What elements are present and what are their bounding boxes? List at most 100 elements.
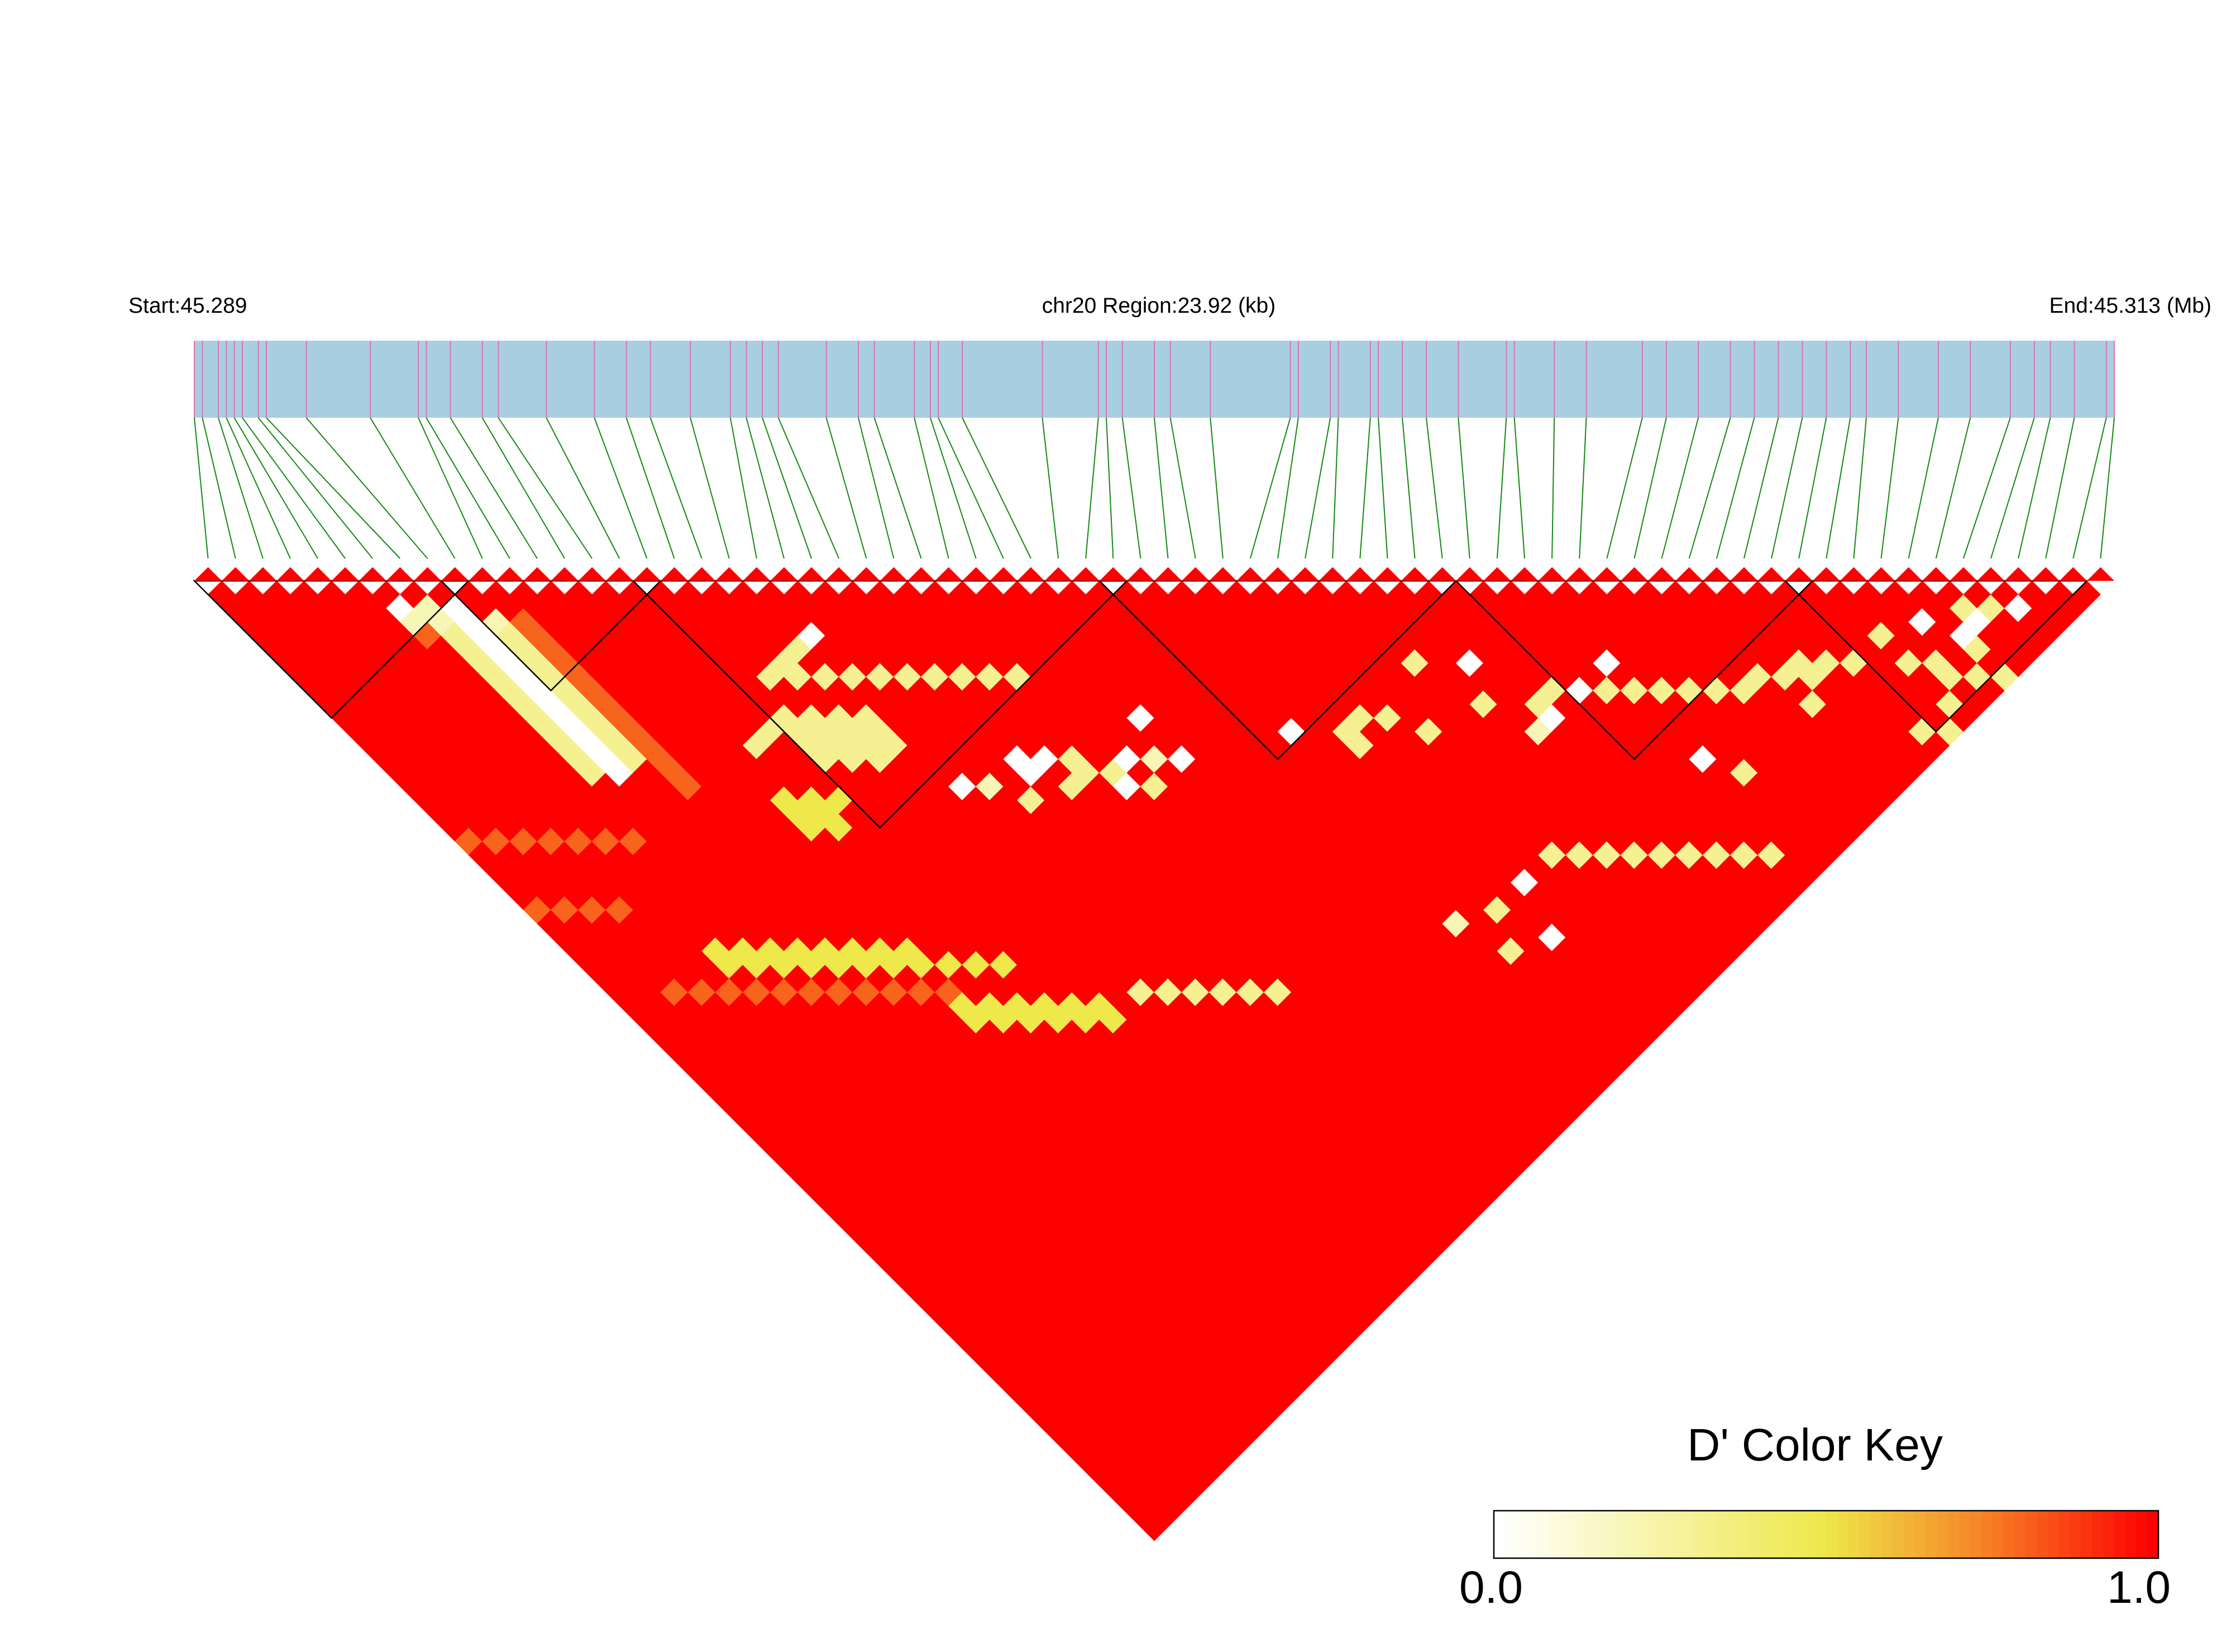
snp-connector (1085, 417, 1099, 559)
snp-marker (825, 567, 853, 581)
snp-connector (1458, 417, 1470, 559)
snp-connector (233, 417, 318, 559)
snp-marker (1401, 567, 1429, 581)
snp-marker (578, 567, 606, 581)
color-key-max-label: 1.0 (2107, 1562, 2171, 1613)
color-key-segment (1781, 1511, 1794, 1558)
snp-connector (962, 417, 1031, 559)
color-key-min-label: 0.0 (1459, 1562, 1523, 1613)
snp-connector (194, 417, 209, 559)
color-key-segment (1571, 1511, 1583, 1558)
snp-marker (797, 567, 825, 581)
snp-marker (660, 567, 689, 581)
color-key-bar (1493, 1510, 2160, 1559)
color-key-segment (1826, 1511, 1838, 1558)
snp-connector (257, 417, 374, 559)
snp-marker (688, 567, 716, 581)
snp-connector (1513, 417, 1526, 559)
snp-marker (1867, 567, 1895, 581)
color-key-segment (2081, 1511, 2093, 1558)
snp-connector (426, 417, 510, 559)
snp-marker (880, 567, 907, 581)
snp-connector (1106, 417, 1114, 559)
snp-connector (1716, 417, 1755, 559)
snp-connector (1990, 417, 2035, 559)
snp-connector (1935, 417, 1971, 559)
header-labels: Start:45.289 chr20 Region:23.92 (kb) End… (128, 294, 2211, 318)
snp-marker (1072, 567, 1100, 581)
color-key-segment (2003, 1511, 2015, 1558)
region-label: chr20 Region:23.92 (kb) (1042, 294, 1275, 318)
snp-marker (962, 567, 990, 581)
color-key-segment (1903, 1511, 1915, 1558)
snp-connector (1633, 417, 1667, 559)
snp-connector (242, 417, 346, 559)
color-key-segment (2014, 1511, 2026, 1558)
snp-connector (218, 417, 264, 559)
snp-connector (1210, 417, 1224, 559)
color-key-segment (1704, 1511, 1716, 1558)
snp-connector (1277, 417, 1299, 559)
snp-marker (1785, 567, 1813, 581)
snp-marker (1044, 567, 1072, 581)
genomic-track (194, 341, 2115, 418)
snp-connector (1579, 417, 1587, 559)
color-key-segment (1616, 1511, 1627, 1558)
color-key-segment (1970, 1511, 1982, 1558)
color-key-segment (2036, 1511, 2048, 1558)
color-key-segment (1726, 1511, 1738, 1558)
snp-marker (222, 567, 250, 581)
color-key-segment (1494, 1511, 1506, 1558)
snp-connector (929, 417, 977, 559)
snp-connector (1154, 417, 1169, 559)
snp-marker (2004, 567, 2032, 581)
snp-marker (1182, 567, 1210, 581)
snp-marker (1126, 567, 1154, 581)
snp-marker (469, 567, 496, 581)
color-key-segment (1870, 1511, 1883, 1558)
color-key-segment (1737, 1511, 1750, 1558)
snp-connector (2045, 417, 2075, 559)
snp-connector (777, 417, 840, 559)
snp-marker (1456, 567, 1484, 581)
snp-marker (1209, 567, 1237, 581)
snp-connector (1743, 417, 1779, 559)
snp-marker (907, 567, 935, 581)
color-key: D' Color Key 0.0 1.0 (1459, 1420, 2171, 1613)
color-key-segment (1649, 1511, 1661, 1558)
snp-marker (2059, 567, 2087, 581)
color-key-segment (1815, 1511, 1827, 1558)
snp-marker (1675, 567, 1703, 581)
snp-marker (2032, 567, 2060, 581)
snp-marker (1291, 567, 1319, 581)
snp-connector (1551, 417, 1555, 559)
color-key-segment (1760, 1511, 1771, 1558)
color-key-segment (1682, 1511, 1694, 1558)
snp-connector (370, 417, 456, 559)
color-key-segment (1516, 1511, 1528, 1558)
snp-connector (1359, 417, 1371, 559)
snp-marker (386, 567, 414, 581)
color-key-segment (1837, 1511, 1849, 1558)
snp-marker (1264, 567, 1292, 581)
snp-connector (1962, 417, 2011, 559)
color-key-segment (1715, 1511, 1727, 1558)
snp-marker (633, 567, 661, 581)
color-key-segment (1948, 1511, 1960, 1558)
snp-marker (1703, 567, 1731, 581)
snp-connector (1880, 417, 1899, 559)
snp-connector (1378, 417, 1388, 559)
snp-marker (331, 567, 359, 581)
color-key-segment (1981, 1511, 1993, 1558)
snp-marker (1346, 567, 1374, 581)
color-key-segment (2058, 1511, 2071, 1558)
snp-marker (770, 567, 798, 581)
snp-connector (1305, 417, 1331, 559)
color-key-segment (1770, 1511, 1783, 1558)
snp-connector (1908, 417, 1939, 559)
snp-connector (690, 417, 730, 559)
snp-connector (1332, 417, 1339, 559)
snp-connector (649, 417, 703, 559)
color-key-segment (1538, 1511, 1550, 1558)
